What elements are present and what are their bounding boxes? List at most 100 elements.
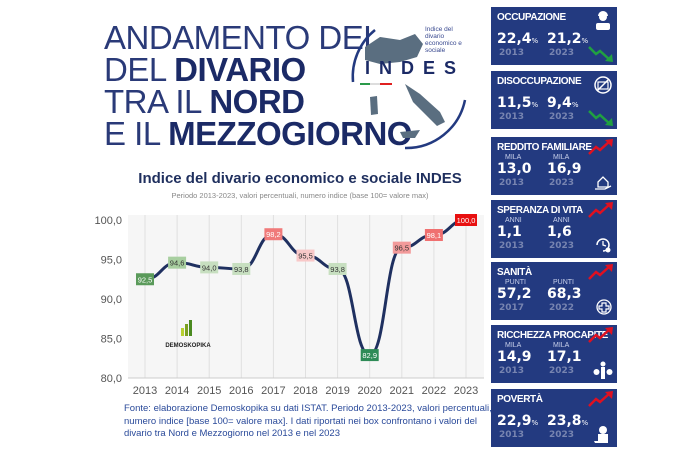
data-label-box [424,229,443,242]
data-label: 98,2 [266,230,281,239]
card-title: POVERTÀ [497,394,543,405]
card-value-end: 68,3 [547,286,582,302]
data-label: 95,5 [298,252,313,261]
trend-down-icon [588,46,613,62]
card-value-start: 14,9 [497,349,532,365]
card-value-suffix: % [531,37,539,45]
line-chart: 2013 2014 2015 2016 2017 2018 2019 2020 2021 2022… [94,214,484,397]
card-year-start: 2013 [499,366,525,376]
chart-subtitle: Periodo 2013-2023, valori percentuali, n… [171,191,429,200]
worker-icon [596,11,610,30]
headline-line4b: MEZZOGIORNO [168,115,412,152]
card-year-end: 2023 [549,241,575,251]
headline-line4a: E IL [104,115,169,152]
card-year-start: 2013 [499,112,525,122]
stat-card: OCCUPAZIONE 22,4% 2013 21,2% 2023 [491,7,617,65]
no-briefcase-icon [594,76,612,94]
card-unit: ANNI [553,217,570,224]
data-label: 93,8 [234,265,249,274]
stat-card: DISOCCUPAZIONE 11,5% 2013 9,4% 2023 [491,71,617,129]
card-title: OCCUPAZIONE [497,12,566,23]
card-year-end: 2023 [549,430,575,440]
card-value-end: 17,1 [547,349,582,365]
headline: ANDAMENTO DEL DEL DIVARIO TRA IL NORD E … [104,19,412,152]
card-value-start: 1,1 [497,224,522,240]
stat-card: POVERTÀ 22,9% 2013 23,8% 2023 [491,389,617,447]
card-year-start: 2017 [499,303,525,313]
card-year-start: 2013 [499,430,525,440]
x-tick-label: 2019 [325,385,349,397]
x-tick-label: 2023 [454,385,478,397]
card-year-end: 2023 [549,112,575,122]
trend-up-icon [588,264,613,280]
card-year-start: 2013 [499,241,525,251]
data-label: 92,5 [138,275,153,284]
stat-card: RICCHEZZA PROCAPITE MILA MILA 14,9 2013 1… [491,325,617,383]
x-tick-label: 2016 [229,385,253,397]
y-tick-label: 80,0 [101,373,122,385]
y-tick-label: 100,0 [94,215,122,227]
card-unit: ANNI [505,217,522,224]
card-year-end: 2022 [549,303,575,313]
trend-up-icon [588,327,613,343]
card-unit: PUNTI [553,279,574,286]
x-tick-label: 2021 [390,385,414,397]
card-year-start: 2013 [499,178,525,188]
card-value-end: 23,8 [547,413,582,429]
bar-logo-icon [181,320,192,336]
y-tick-label: 90,0 [101,294,122,306]
trend-down-icon [588,110,613,126]
y-tick-label: 95,0 [101,255,122,267]
trend-up-icon [588,139,613,155]
card-value-end: 16,9 [547,161,582,177]
card-value-suffix: % [581,37,589,45]
x-tick-label: 2022 [422,385,446,397]
card-title: RICCHEZZA PROCAPITE [497,330,608,341]
data-label-box [136,273,154,286]
card-year-end: 2023 [549,366,575,376]
card-value-suffix: % [531,101,539,109]
headline-line1: ANDAMENTO DEL [104,19,382,56]
data-label: 94,6 [170,259,185,268]
demoskopika-name: DEMOSKOPIKA [165,343,211,349]
card-value-suffix: % [571,101,579,109]
data-label-box [455,214,477,226]
headline-line3b: NORD [209,83,305,120]
headline-line2a: DEL [104,51,175,88]
card-value-end: 21,2 [547,31,582,47]
trend-up-icon [588,391,613,407]
card-title: SPERANZA DI VITA [497,205,583,216]
card-value-suffix: % [581,419,589,427]
x-tick-label: 2013 [133,385,157,397]
x-tick-label: 2018 [293,385,317,397]
data-label-box [200,261,219,274]
card-unit: MILA [505,342,522,349]
card-value-start: 11,5 [497,95,532,111]
card-title: SANITÀ [497,267,532,278]
logo-text: INDES [365,58,466,78]
card-unit: MILA [553,342,570,349]
headline-line3a: TRA IL [104,83,210,120]
money-bags-icon [593,361,613,379]
stat-card: REDDITO FAMILIARE MILA MILA 13,0 2013 16,… [491,137,617,195]
data-label: 98,1 [427,231,442,240]
chart-title: Indice del divario economico e sociale I… [138,170,462,187]
card-year-end: 2023 [549,48,575,58]
data-label-box [360,349,379,362]
data-label-box [392,241,411,254]
health-cross-icon [596,299,612,315]
card-title: REDDITO FAMILIARE [497,142,592,153]
x-tick-label: 2017 [261,385,285,397]
card-year-end: 2023 [549,178,575,188]
card-unit: MILA [505,154,522,161]
data-label: 100,0 [457,216,476,225]
card-value-start: 22,9 [497,413,532,429]
indes-logo: INDES Indice del divario economico e soc… [345,22,470,152]
clock-person-icon [596,238,611,253]
card-value-start: 57,2 [497,286,532,302]
data-label: 94,0 [202,263,217,272]
card-value-end: 1,6 [547,224,572,240]
card-title: DISOCCUPAZIONE [497,76,582,87]
stat-card: SANITÀ PUNTI PUNTI 57,2 2017 68,3 2022 [491,262,617,320]
x-tick-label: 2014 [165,385,189,397]
